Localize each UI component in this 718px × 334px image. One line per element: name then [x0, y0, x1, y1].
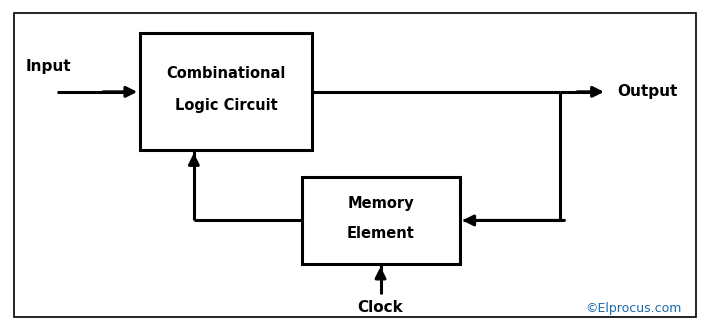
Text: Memory: Memory [348, 196, 414, 211]
Text: Output: Output [617, 85, 678, 99]
Text: Combinational: Combinational [167, 66, 286, 81]
Text: Logic Circuit: Logic Circuit [174, 98, 278, 113]
Bar [302, 177, 460, 264]
Text: Element: Element [347, 226, 414, 241]
Text: Clock: Clock [358, 300, 404, 315]
Text: Input: Input [25, 59, 71, 74]
Bar [140, 33, 312, 150]
Text: ©Elprocus.com: ©Elprocus.com [586, 303, 682, 315]
